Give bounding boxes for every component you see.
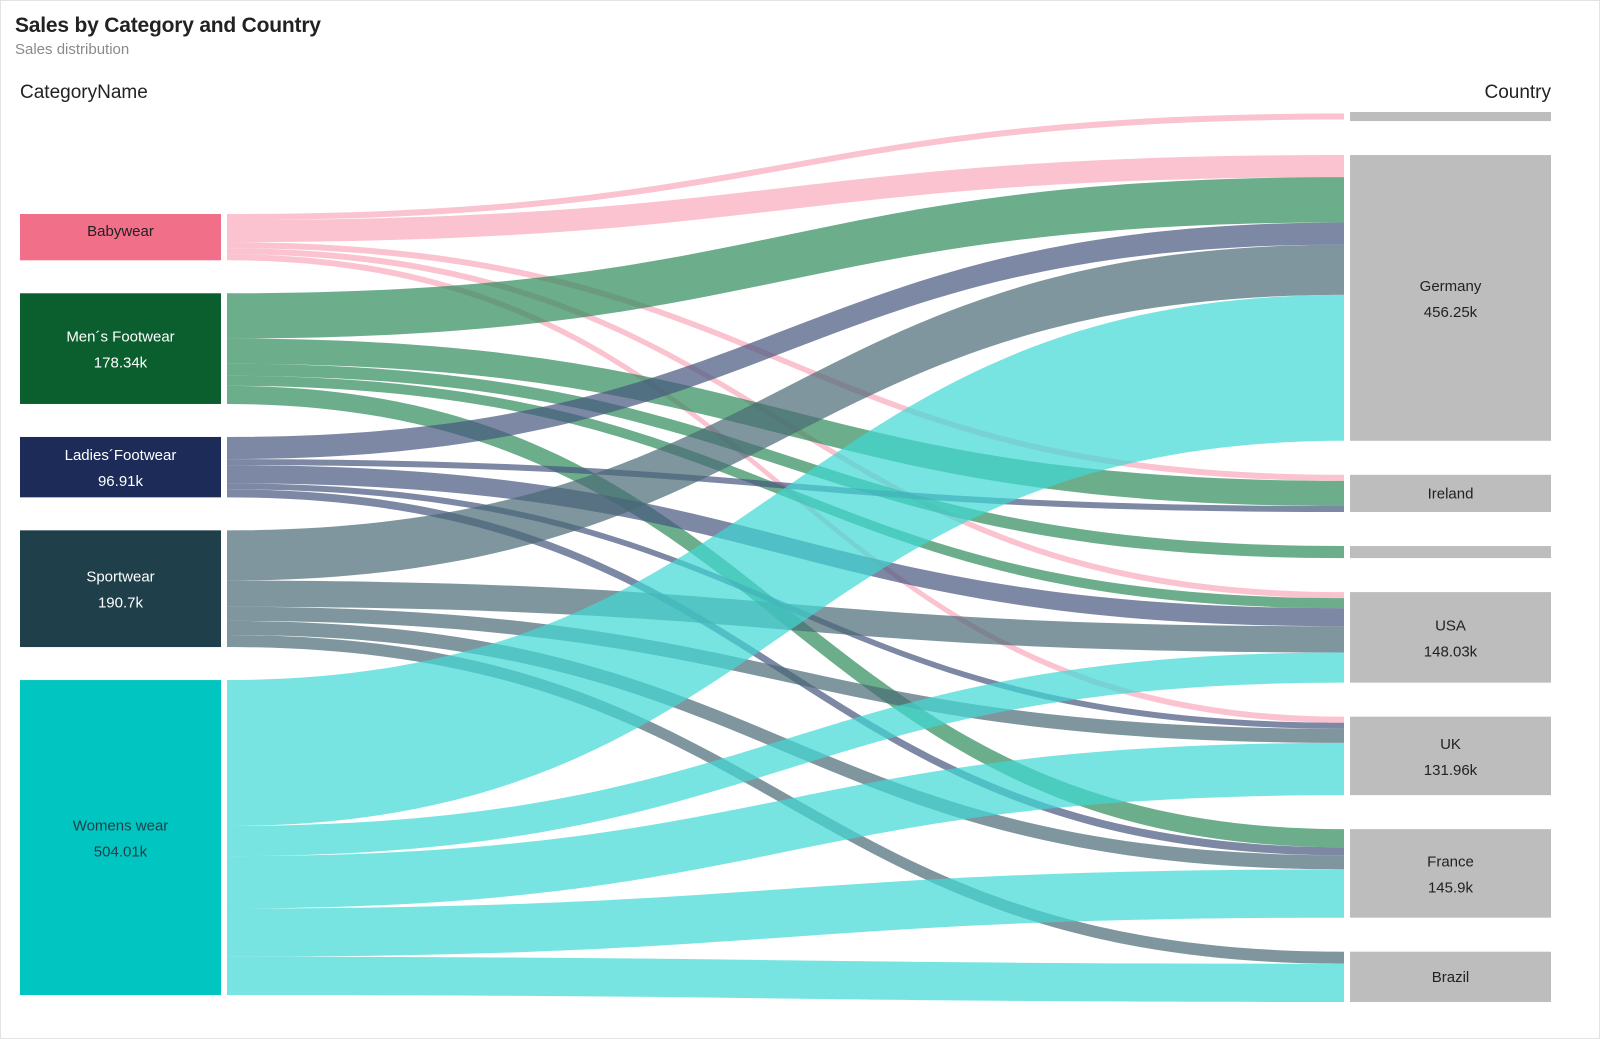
sankey-link[interactable]: [227, 742, 1344, 909]
node-label: Ireland: [1428, 485, 1474, 502]
sankey-link[interactable]: [227, 222, 1344, 460]
target-nodes: Germany 456.25k Ireland USA 148.03k UK 131.96k…: [1350, 112, 1551, 1002]
target-node[interactable]: [1350, 829, 1551, 918]
sankey-link[interactable]: [227, 869, 1344, 957]
node-label: Womens wear: [73, 818, 169, 835]
node-label: Sportwear: [86, 569, 154, 586]
node-label: 148.03k: [1424, 643, 1478, 660]
node-label: USA: [1435, 617, 1466, 634]
sankey-link[interactable]: [227, 294, 1344, 826]
chart-subtitle: Sales distribution: [15, 41, 130, 58]
source-node[interactable]: [20, 293, 221, 404]
node-label: 145.9k: [1428, 879, 1474, 896]
sankey-links: [227, 113, 1344, 1002]
node-label: UK: [1440, 736, 1461, 753]
sankey-link[interactable]: [227, 634, 1344, 964]
source-node[interactable]: [20, 680, 221, 995]
sankey-link[interactable]: [227, 652, 1344, 857]
target-node[interactable]: [1350, 592, 1551, 683]
source-column-label: CategoryName: [20, 82, 148, 103]
sankey-link[interactable]: [227, 956, 1344, 1002]
source-node[interactable]: [20, 436, 221, 498]
node-label: 504.01k: [94, 844, 148, 861]
sankey-link[interactable]: [227, 242, 1344, 481]
sankey-link[interactable]: [227, 606, 1344, 743]
source-node[interactable]: [20, 214, 221, 261]
sankey-link[interactable]: [227, 113, 1344, 221]
target-column-label: Country: [1484, 82, 1551, 103]
sankey-link[interactable]: [227, 363, 1344, 559]
target-node[interactable]: [1350, 716, 1551, 796]
target-node[interactable]: [1350, 546, 1551, 559]
node-label: 96.91k: [98, 473, 144, 490]
sankey-link[interactable]: [227, 177, 1344, 339]
node-label: Ladies´Footwear: [65, 447, 177, 464]
source-node[interactable]: [20, 530, 221, 648]
node-label: 456.25k: [1424, 304, 1478, 321]
node-label: 178.34k: [94, 355, 148, 372]
node-label: France: [1427, 853, 1474, 870]
node-label: 131.96k: [1424, 762, 1478, 779]
target-node[interactable]: [1350, 951, 1551, 1002]
node-label: Germany: [1420, 278, 1482, 295]
sankey-link[interactable]: [227, 155, 1344, 243]
sankey-link[interactable]: [227, 459, 1344, 513]
node-label: 190.7k: [98, 595, 144, 612]
node-label: Brazil: [1432, 969, 1470, 986]
node-label: Babywear: [87, 223, 154, 240]
node-label: Men´s Footwear: [66, 329, 174, 346]
target-node[interactable]: [1350, 155, 1551, 441]
source-nodes: Babywear Men´s Footwear 178.34k Ladies´Foot…: [20, 214, 221, 995]
chart-title: Sales by Category and Country: [15, 14, 321, 37]
target-node[interactable]: [1350, 474, 1551, 513]
sankey-link[interactable]: [227, 244, 1344, 581]
target-node[interactable]: [1350, 112, 1551, 122]
